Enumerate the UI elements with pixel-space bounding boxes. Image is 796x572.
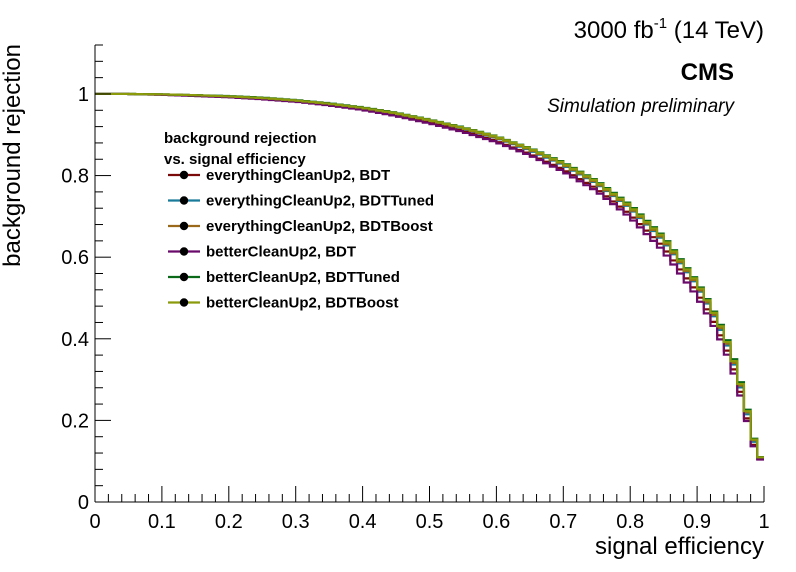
legend-item-label: everythingCleanUp2, BDTTuned <box>206 193 434 210</box>
series-layer <box>95 92 764 461</box>
legend-item-label: everythingCleanUp2, BDT <box>206 167 390 184</box>
legend-marker-dot <box>179 247 189 256</box>
legend-item-label: betterCleanUp2, BDTTuned <box>206 269 400 286</box>
y-tick-label: 1 <box>78 84 89 106</box>
luminosity-label: 3000 fb-1 (14 TeV) <box>574 15 764 44</box>
legend: everythingCleanUp2, BDT everythingCleanUp… <box>168 167 434 312</box>
legend-item-label: betterCleanUp2, BDTBoost <box>206 295 399 312</box>
legend-marker-dot <box>179 170 189 180</box>
x-tick-label: 0.1 <box>148 511 176 533</box>
x-tick-label: 0.6 <box>482 511 510 533</box>
axes-layer: 0 0.1 0.2 0.3 0.4 0.5 0.6 0.7 0.8 0.9 1 0 0.2 0.4 0.6 0… <box>61 44 770 533</box>
legend-marker-dot <box>179 298 189 307</box>
x-tick-label: 0.7 <box>549 511 577 533</box>
legend-marker-dot <box>179 221 189 231</box>
y-tick-label: 0.2 <box>61 410 89 432</box>
legend-item-label: everythingCleanUp2, BDTBoost <box>206 218 433 235</box>
series-line-5 <box>95 92 764 459</box>
x-tick-label: 0.3 <box>282 511 310 533</box>
y-tick-label: 0.8 <box>61 166 89 188</box>
chart-subtitle: Simulation preliminary <box>547 96 735 117</box>
lumi-superscript: -1 <box>654 15 667 32</box>
x-tick-label: 0.9 <box>683 511 711 533</box>
x-tick-label: 1 <box>758 511 769 533</box>
legend-marker-dot <box>179 272 189 282</box>
x-tick-label: 0.8 <box>616 511 644 533</box>
experiment-label: CMS <box>681 59 734 86</box>
x-tick-label: 0 <box>89 511 100 533</box>
y-tick-label: 0.4 <box>61 329 89 351</box>
x-tick-label: 0.5 <box>416 511 444 533</box>
y-axis-title: background rejection <box>0 44 26 267</box>
x-tick-label: 0.4 <box>349 511 377 533</box>
legend-title-line1: background rejection <box>164 130 317 147</box>
x-tick-label: 0.2 <box>215 511 243 533</box>
legend-marker-dot <box>179 196 189 205</box>
y-tick-label: 0.6 <box>61 247 89 269</box>
lumi-suffix: (14 TeV) <box>667 17 764 44</box>
legend-item-label: betterCleanUp2, BDT <box>206 244 356 261</box>
x-axis-title: signal efficiency <box>595 533 764 560</box>
legend-title-line2: vs. signal efficiency <box>164 151 306 168</box>
lumi-label: 3000 fb <box>574 17 654 44</box>
y-tick-label: 0 <box>78 492 89 514</box>
